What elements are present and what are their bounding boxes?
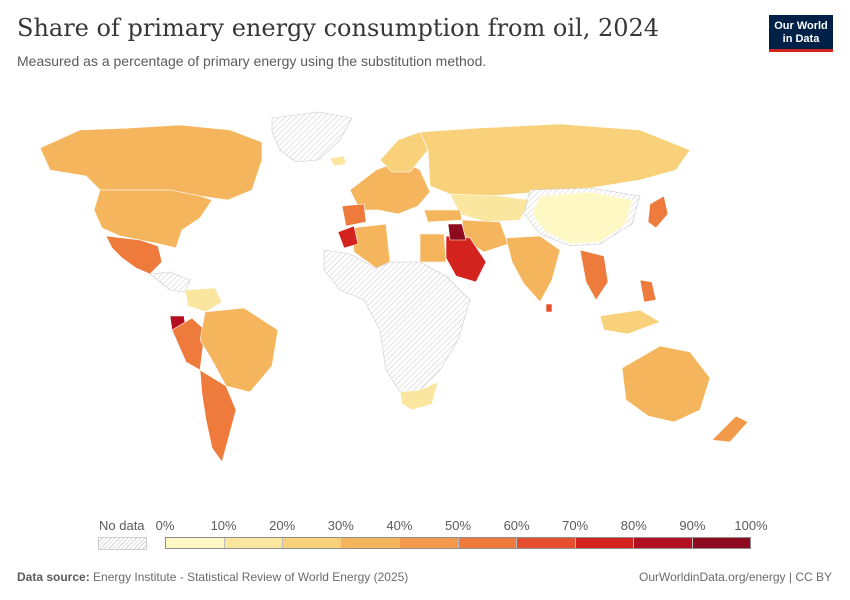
legend-bin xyxy=(517,538,576,548)
legend-tick-label: 100% xyxy=(734,518,768,533)
legend-tick-label: 60% xyxy=(503,518,530,533)
region-south-africa[interactable] xyxy=(399,381,439,411)
region-turkey[interactable] xyxy=(423,209,463,223)
legend-bin xyxy=(341,538,400,548)
region-iceland[interactable] xyxy=(329,155,347,167)
region-argentina-chile[interactable] xyxy=(199,369,237,463)
region-brazil[interactable] xyxy=(199,307,279,393)
legend-tick-label: 40% xyxy=(386,518,413,533)
region-indonesia[interactable] xyxy=(599,309,661,335)
legend-bin xyxy=(224,538,283,548)
region-greenland[interactable] xyxy=(271,111,353,163)
region-philippines[interactable] xyxy=(639,279,657,303)
region-iberia[interactable] xyxy=(341,203,367,227)
logo-line-2: in Data xyxy=(782,33,820,45)
region-russia[interactable] xyxy=(419,123,691,197)
region-scandinavia[interactable] xyxy=(379,131,429,173)
legend-tick-label: 70% xyxy=(562,518,589,533)
region-china-east[interactable] xyxy=(531,191,633,245)
region-central-america[interactable] xyxy=(149,271,191,293)
owid-logo[interactable]: Our World in Data xyxy=(769,15,833,52)
region-venezuela-colombia[interactable] xyxy=(184,287,223,313)
legend-no-data-label: No data xyxy=(99,518,145,533)
region-new-zealand[interactable] xyxy=(711,415,749,443)
region-canada[interactable] xyxy=(39,124,263,201)
legend-tick-label: 50% xyxy=(444,518,472,533)
region-central-asia[interactable] xyxy=(449,193,531,223)
legend-no-data-swatch xyxy=(98,537,147,550)
legend-bin xyxy=(458,538,517,548)
region-australia[interactable] xyxy=(621,345,711,423)
data-source-label: Data source: xyxy=(17,570,90,584)
data-source-text: Energy Institute - Statistical Review of… xyxy=(93,570,409,584)
legend-tick-label: 80% xyxy=(620,518,647,533)
region-algeria[interactable] xyxy=(351,223,391,269)
region-iraq[interactable] xyxy=(447,223,467,241)
region-sri-lanka[interactable] xyxy=(545,303,553,313)
legend-tick-label: 0% xyxy=(155,518,175,533)
region-usa[interactable] xyxy=(93,189,213,249)
region-southeast-asia[interactable] xyxy=(579,249,609,301)
legend-tick-label: 90% xyxy=(679,518,706,533)
legend-bin xyxy=(692,538,750,548)
legend-tick-label: 10% xyxy=(210,518,237,533)
world-map[interactable] xyxy=(0,90,850,510)
chart-title: Share of primary energy consumption from… xyxy=(17,14,660,42)
region-india[interactable] xyxy=(505,235,561,303)
region-japan[interactable] xyxy=(647,195,669,229)
region-morocco[interactable] xyxy=(337,225,359,249)
region-egypt[interactable] xyxy=(419,233,447,263)
region-africa[interactable] xyxy=(323,249,471,393)
legend-tick-label: 30% xyxy=(327,518,354,533)
logo-line-1: Our World xyxy=(774,20,828,32)
data-source: Data source: Energy Institute - Statisti… xyxy=(17,570,408,584)
legend-bin xyxy=(634,538,693,548)
region-peru[interactable] xyxy=(171,317,206,371)
legend-bin xyxy=(575,538,634,548)
chart-subtitle: Measured as a percentage of primary ener… xyxy=(17,53,487,69)
legend-color-scale xyxy=(165,537,751,549)
legend-bin xyxy=(166,538,225,548)
footer-url[interactable]: OurWorldinData.org/energy | CC BY xyxy=(639,570,832,584)
legend-tick-label: 20% xyxy=(269,518,296,533)
legend-bin xyxy=(400,538,459,548)
legend-bin xyxy=(283,538,342,548)
